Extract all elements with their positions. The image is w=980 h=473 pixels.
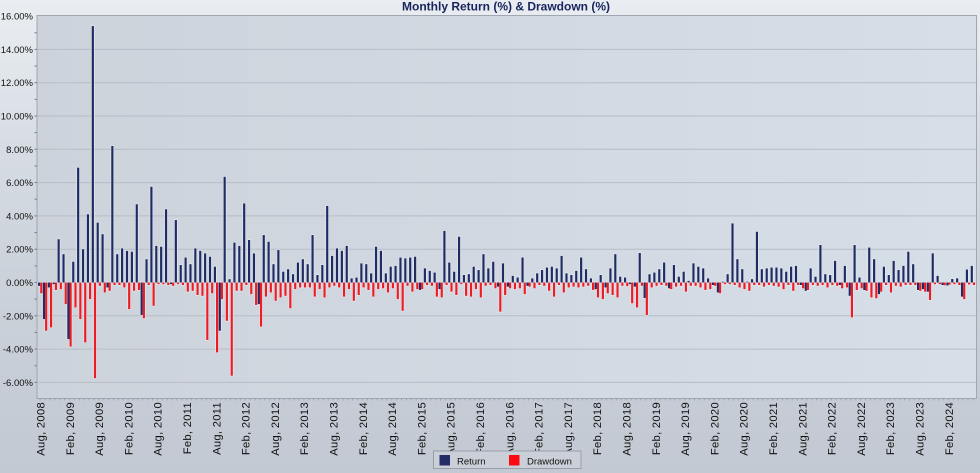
svg-text:Aug, 2014: Aug, 2014 [387,402,399,456]
svg-text:Feb, 2019: Feb, 2019 [651,402,663,455]
svg-text:Aug, 2018: Aug, 2018 [622,402,634,456]
svg-text:14.00%: 14.00% [1,45,34,56]
svg-text:Feb, 2010: Feb, 2010 [123,402,135,455]
svg-text:-6.00%: -6.00% [3,378,34,389]
svg-text:Aug, 2012: Aug, 2012 [270,402,282,456]
svg-text:Aug, 2008: Aug, 2008 [36,402,48,456]
svg-text:Aug, 2023: Aug, 2023 [915,402,927,456]
svg-text:Feb, 2015: Feb, 2015 [416,402,428,455]
svg-text:Feb, 2009: Feb, 2009 [65,402,77,455]
svg-text:4.00%: 4.00% [6,211,33,222]
svg-text:Feb, 2011: Feb, 2011 [182,402,194,454]
svg-text:Feb, 2016: Feb, 2016 [475,402,487,455]
svg-text:Monthly Return (%) & Drawdown: Monthly Return (%) & Drawdown (%) [402,0,610,14]
svg-text:Feb, 2024: Feb, 2024 [944,402,956,455]
svg-text:16.00%: 16.00% [1,12,34,23]
svg-text:0.00%: 0.00% [6,278,33,289]
svg-text:Feb, 2012: Feb, 2012 [241,402,253,455]
svg-text:-4.00%: -4.00% [3,345,34,356]
svg-text:8.00%: 8.00% [6,145,33,156]
svg-text:-2.00%: -2.00% [3,311,34,322]
svg-text:12.00%: 12.00% [1,78,34,89]
svg-text:Aug, 2009: Aug, 2009 [94,402,106,456]
svg-text:10.00%: 10.00% [1,112,34,123]
svg-text:6.00%: 6.00% [6,178,33,189]
svg-text:2.00%: 2.00% [6,245,33,256]
svg-text:Aug, 2011: Aug, 2011 [211,402,223,455]
svg-text:Aug, 2020: Aug, 2020 [739,402,751,456]
svg-text:Feb, 2018: Feb, 2018 [592,402,604,455]
svg-text:Aug, 2015: Aug, 2015 [446,402,458,456]
svg-text:Aug, 2017: Aug, 2017 [563,402,575,456]
svg-text:Aug, 2016: Aug, 2016 [504,402,516,456]
svg-text:Return: Return [457,457,486,468]
svg-text:Feb, 2014: Feb, 2014 [358,402,370,455]
svg-text:Aug, 2019: Aug, 2019 [680,402,692,456]
svg-text:Drawdown: Drawdown [527,457,572,468]
svg-text:Feb, 2013: Feb, 2013 [299,402,311,455]
svg-text:Aug, 2021: Aug, 2021 [797,402,809,456]
svg-text:Feb, 2017: Feb, 2017 [534,402,546,455]
svg-text:Aug, 2013: Aug, 2013 [329,402,341,456]
svg-text:Feb, 2023: Feb, 2023 [885,402,897,455]
svg-text:Feb, 2022: Feb, 2022 [827,402,839,455]
svg-text:Feb, 2020: Feb, 2020 [709,402,721,455]
svg-text:Feb, 2021: Feb, 2021 [768,402,780,455]
svg-text:Aug, 2010: Aug, 2010 [153,402,165,456]
svg-text:Aug, 2022: Aug, 2022 [856,402,868,456]
